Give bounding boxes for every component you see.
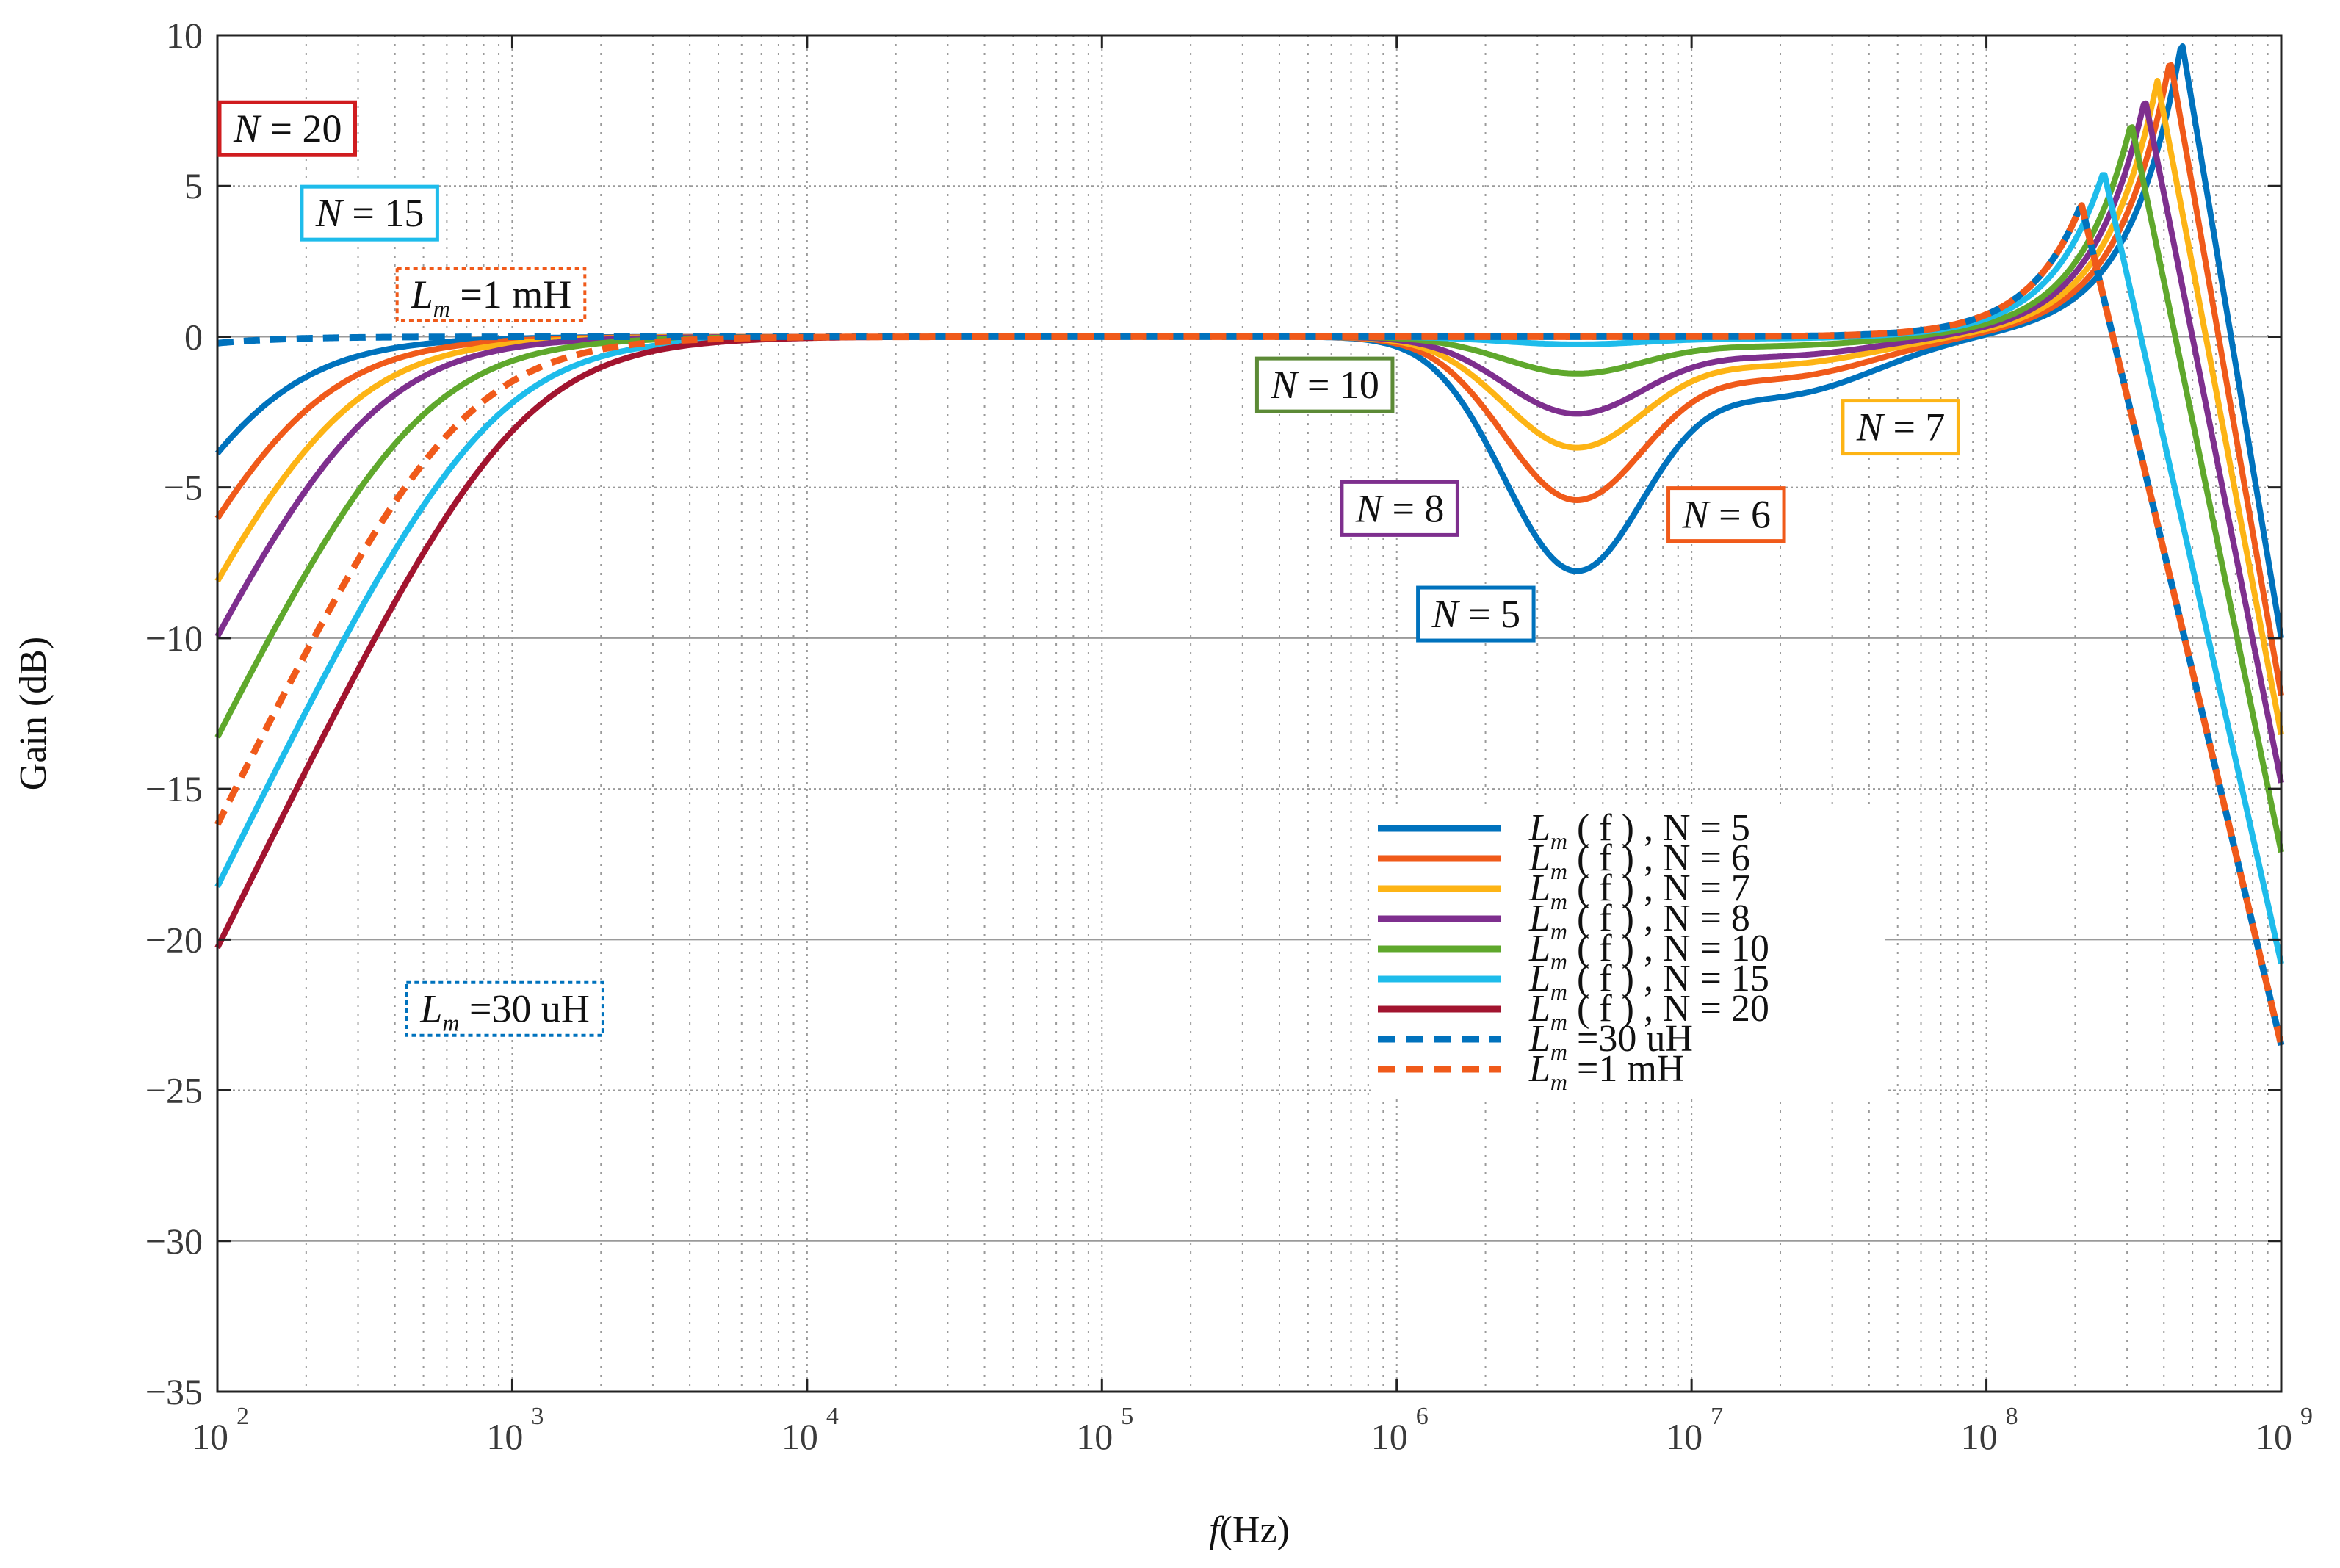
x-tick-label: 10 <box>1371 1416 1408 1457</box>
legend-item-n5: Lm ( f ) , N = 5 <box>1378 807 1750 854</box>
annotation-label: N = 20 <box>233 106 342 151</box>
x-tick-exponent: 7 <box>1711 1403 1723 1430</box>
plot-frame <box>216 34 2283 1393</box>
axes: 10 2 10 3 10 4 10 5 10 6 10 7 10 8 10 9 10 5 0 −5 −10 −15 −20 −… <box>12 15 2313 1551</box>
series-line-l1m <box>214 202 2285 1047</box>
x-tick-label: 10 <box>1961 1416 1998 1457</box>
x-tick-label: 10 <box>781 1416 818 1457</box>
y-tick-label: −10 <box>145 618 203 659</box>
annotation-a5: N = 5 <box>1416 585 1536 643</box>
y-tick-label: 0 <box>184 316 203 357</box>
x-tick-label: 10 <box>1076 1416 1113 1457</box>
legend-label: Lm ( f ) , N = 15 <box>1528 958 1769 1005</box>
y-tick-label: 10 <box>166 15 203 56</box>
x-tick-label: 10 <box>2256 1416 2292 1457</box>
series-lines <box>214 43 2285 1047</box>
legend-label: Lm ( f ) , N = 6 <box>1528 837 1750 884</box>
y-tick-label: −25 <box>145 1070 203 1111</box>
curve-annotations: N = 20 N = 15 Lm =1 mH N = 10 N = 8 N = 7 N = … <box>217 100 1960 1037</box>
x-tick-label: 10 <box>486 1416 523 1457</box>
legend-item-n7: Lm ( f ) , N = 7 <box>1378 867 1750 914</box>
annotation-box <box>1254 356 1395 413</box>
legend-item-n20: Lm ( f ) , N = 20 <box>1378 988 1769 1035</box>
legend-label: Lm ( f ) , N = 5 <box>1528 807 1750 854</box>
annotation-a15: N = 15 <box>300 184 439 242</box>
x-axis-title: f(Hz) <box>1209 1509 1290 1551</box>
y-tick-label: −5 <box>164 467 203 508</box>
grid <box>217 35 2282 1392</box>
x-tick-label: 10 <box>192 1416 228 1457</box>
legend-label: Lm =1 mH <box>1528 1048 1684 1095</box>
annotation-box <box>300 184 439 242</box>
annotation-a8: N = 8 <box>1340 480 1459 537</box>
annotation-label: Lm =30 uH <box>419 987 590 1036</box>
series-line-n10 <box>214 124 2284 853</box>
y-tick-label: −35 <box>145 1371 203 1412</box>
legend-item-l1m: Lm =1 mH <box>1378 1048 1684 1095</box>
legend-label: Lm ( f ) , N = 10 <box>1528 928 1769 975</box>
y-tick-label: −20 <box>145 919 203 960</box>
annotation-a1m: Lm =1 mH <box>395 266 587 322</box>
legend-label: Lm ( f ) , N = 8 <box>1528 897 1750 944</box>
annotation-box <box>1841 399 1960 456</box>
annotation-box <box>217 100 357 157</box>
legend-item-n10: Lm ( f ) , N = 10 <box>1378 928 1769 975</box>
legend-item-n6: Lm ( f ) , N = 6 <box>1378 837 1750 884</box>
annotation-label: N = 5 <box>1431 592 1521 636</box>
annotation-label: Lm =1 mH <box>411 272 572 322</box>
legend-item-l30u: Lm =30 uH <box>1378 1018 1693 1065</box>
y-tick-label: 5 <box>184 165 203 206</box>
legend-item-n8: Lm ( f ) , N = 8 <box>1378 897 1750 944</box>
annotation-box <box>1666 486 1786 543</box>
legend-label: Lm ( f ) , N = 7 <box>1528 867 1750 914</box>
annotation-a7: N = 7 <box>1841 399 1960 456</box>
annotation-label: N = 15 <box>315 191 425 235</box>
x-tick-exponent: 2 <box>236 1403 249 1430</box>
series-line-n7 <box>214 78 2284 735</box>
annotation-a20: N = 20 <box>217 100 357 157</box>
x-tick-exponent: 9 <box>2300 1403 2313 1430</box>
y-tick-label: −15 <box>145 768 203 809</box>
annotation-label: N = 7 <box>1856 405 1946 449</box>
x-tick-label: 10 <box>1666 1416 1702 1457</box>
legend-item-n15: Lm ( f ) , N = 15 <box>1378 958 1769 1005</box>
series-line-n6 <box>214 62 2284 696</box>
annotation-a10: N = 10 <box>1254 356 1395 413</box>
legend-label: Lm =30 uH <box>1528 1018 1693 1065</box>
legend-label: Lm ( f ) , N = 20 <box>1528 988 1769 1035</box>
annotation-box <box>1340 480 1459 537</box>
x-tick-exponent: 5 <box>1121 1403 1133 1430</box>
series-line-n8 <box>214 100 2284 784</box>
y-axis-title: Gain (dB) <box>12 637 54 790</box>
annotation-box <box>395 266 587 322</box>
annotation-label: N = 10 <box>1270 363 1379 407</box>
annotation-label: N = 6 <box>1682 493 1772 537</box>
x-tick-exponent: 4 <box>826 1403 839 1430</box>
x-tick-exponent: 3 <box>531 1403 544 1430</box>
x-tick-exponent: 6 <box>1416 1403 1429 1430</box>
legend: Lm ( f ) , N = 5Lm ( f ) , N = 6Lm ( f )… <box>1371 807 1885 1096</box>
annotation-a30u: Lm =30 uH <box>405 980 604 1037</box>
annotation-box <box>405 980 604 1037</box>
x-tick-exponent: 8 <box>2006 1403 2018 1430</box>
y-tick-label: −30 <box>145 1221 203 1262</box>
annotation-box <box>1416 585 1536 643</box>
annotation-a6: N = 6 <box>1666 486 1786 543</box>
annotation-label: N = 8 <box>1355 486 1445 530</box>
